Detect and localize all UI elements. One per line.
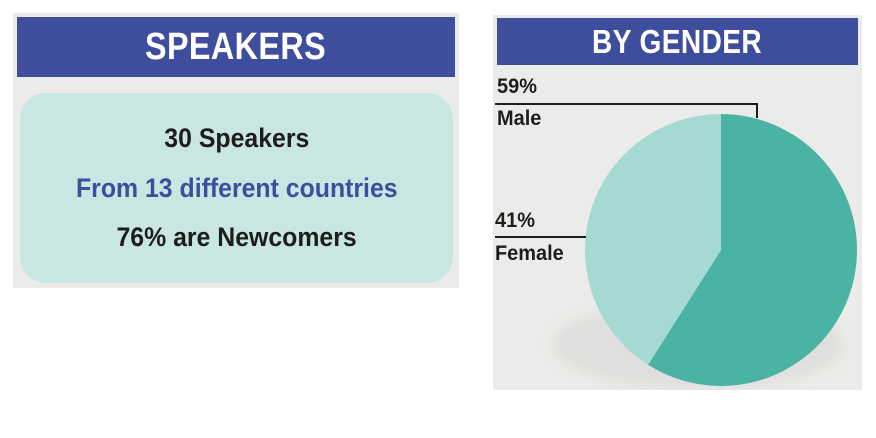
male-label: Male (497, 107, 542, 130)
pie-slice-male (648, 114, 858, 386)
gender-pie-chart (495, 103, 858, 389)
speakers-panel: SPEAKERS 30 Speakers From 13 different c… (13, 13, 459, 288)
speakers-header: SPEAKERS (17, 17, 455, 77)
gender-header: BY GENDER (497, 18, 858, 65)
stat-countries: From 13 different countries (75, 172, 398, 203)
male-percent-label: 59% (497, 75, 537, 98)
stat-total-speakers: 30 Speakers (163, 123, 310, 154)
gender-panel: BY GENDER 59% Male 41% Female (493, 15, 862, 390)
female-label: Female (495, 242, 564, 265)
pie-slice-female (585, 114, 721, 365)
male-callout-line (495, 103, 758, 118)
female-percent-label: 41% (495, 209, 535, 232)
speakers-card: 30 Speakers From 13 different countries … (20, 93, 453, 283)
stat-newcomers: 76% are Newcomers (116, 222, 357, 253)
pie-slices (585, 114, 858, 386)
speakers-title: SPEAKERS (145, 25, 327, 68)
gender-title: BY GENDER (592, 22, 763, 60)
